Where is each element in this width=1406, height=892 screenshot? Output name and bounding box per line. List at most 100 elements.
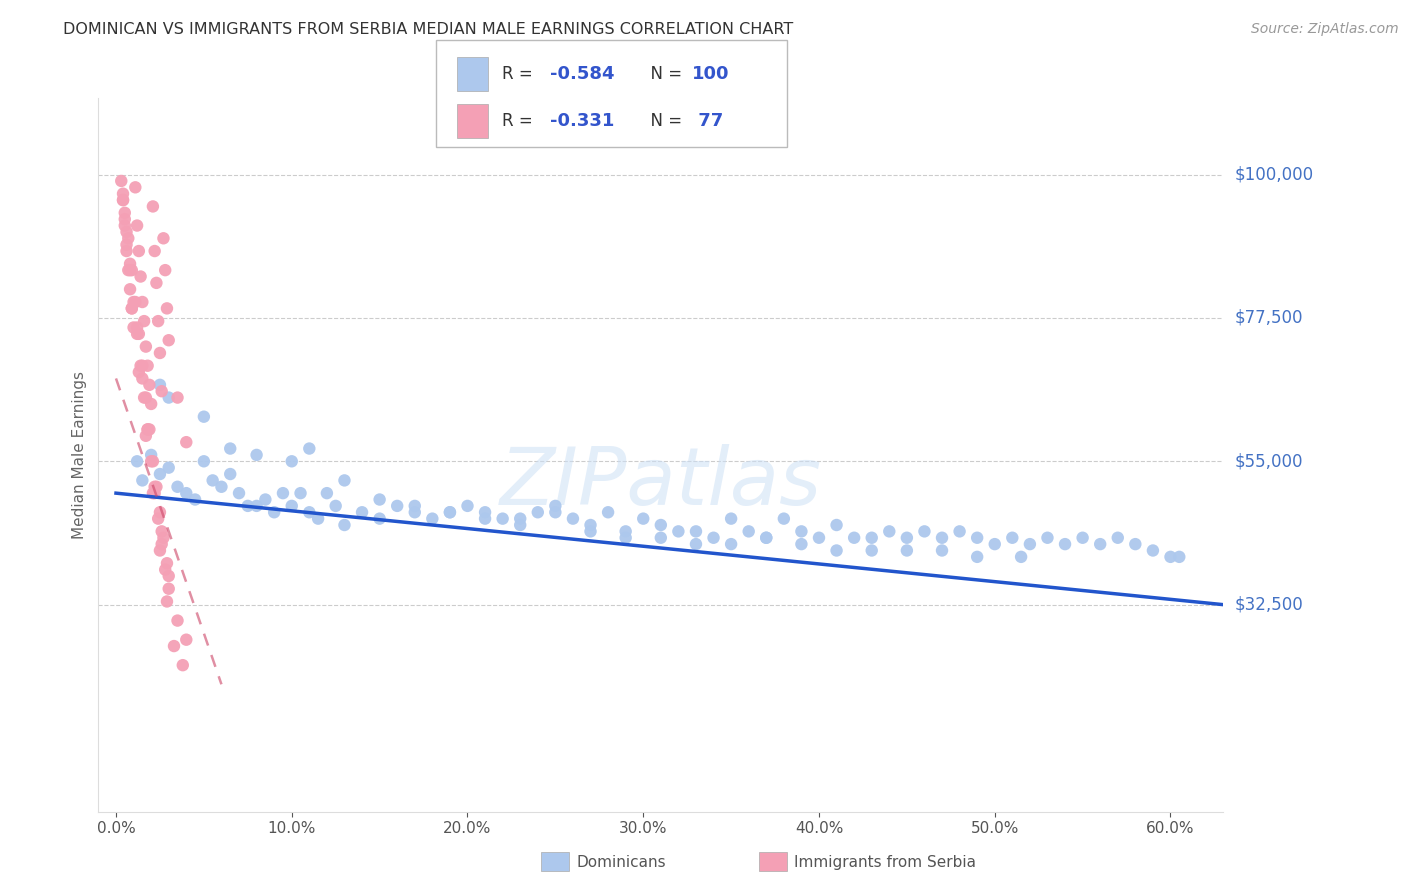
Text: 100: 100 <box>692 65 730 83</box>
Point <box>246 448 269 462</box>
Point <box>136 359 159 373</box>
Point <box>211 480 233 494</box>
Point <box>333 518 356 533</box>
Point <box>755 531 778 545</box>
Point <box>949 524 972 539</box>
Point <box>145 276 167 290</box>
Point <box>738 524 761 539</box>
Point <box>136 422 159 436</box>
Point <box>129 269 152 284</box>
Point <box>614 524 637 539</box>
Point <box>115 244 138 258</box>
Point <box>544 499 567 513</box>
Point <box>896 543 918 558</box>
Point <box>685 537 707 551</box>
Point <box>1036 531 1059 545</box>
Point <box>368 511 391 525</box>
Point <box>966 531 988 545</box>
Point <box>236 499 259 513</box>
Point <box>1010 549 1032 564</box>
Point <box>128 365 150 379</box>
Point <box>166 614 188 628</box>
Point <box>114 206 136 220</box>
Point <box>135 391 157 405</box>
Point <box>150 384 173 399</box>
Point <box>193 454 215 468</box>
Point <box>156 301 179 316</box>
Point <box>307 511 329 525</box>
Point <box>149 467 172 481</box>
Point <box>148 511 170 525</box>
Point <box>150 537 173 551</box>
Point <box>703 531 725 545</box>
Point <box>135 340 157 354</box>
Point <box>152 531 174 545</box>
Point <box>290 486 312 500</box>
Point <box>984 537 1007 551</box>
Point <box>633 511 655 525</box>
Text: $100,000: $100,000 <box>1234 166 1313 184</box>
Point <box>246 499 269 513</box>
Point <box>120 263 141 277</box>
Point <box>1142 543 1164 558</box>
Point <box>896 531 918 545</box>
Point <box>219 467 242 481</box>
Point <box>720 511 742 525</box>
Point <box>219 442 242 456</box>
Point <box>149 377 172 392</box>
Point <box>156 594 179 608</box>
Point <box>136 422 159 436</box>
Point <box>114 219 136 233</box>
Point <box>201 474 224 488</box>
Point <box>174 486 197 500</box>
Text: ZIPatlas: ZIPatlas <box>499 444 823 523</box>
Point <box>281 499 304 513</box>
Point <box>127 326 149 341</box>
Text: 77: 77 <box>692 112 723 130</box>
Point <box>422 511 444 525</box>
Point <box>142 486 165 500</box>
Point <box>124 180 146 194</box>
Point <box>112 186 135 201</box>
Point <box>121 301 143 316</box>
Point <box>129 359 152 373</box>
Point <box>157 333 180 347</box>
Point <box>152 231 174 245</box>
Point <box>127 454 149 468</box>
Point <box>149 543 172 558</box>
Point <box>163 639 186 653</box>
Point <box>579 518 602 533</box>
Point <box>127 320 149 334</box>
Text: N =: N = <box>640 112 688 130</box>
Point <box>720 537 742 551</box>
Point <box>138 422 160 436</box>
Point <box>112 193 135 207</box>
Point <box>115 237 138 252</box>
Point <box>145 480 167 494</box>
Point <box>128 326 150 341</box>
Point <box>149 346 172 360</box>
Point <box>879 524 901 539</box>
Point <box>150 524 173 539</box>
Text: Source: ZipAtlas.com: Source: ZipAtlas.com <box>1251 22 1399 37</box>
Point <box>114 212 136 227</box>
Point <box>128 244 150 258</box>
Point <box>132 391 156 405</box>
Point <box>1071 531 1094 545</box>
Point <box>166 391 188 405</box>
Point <box>316 486 339 500</box>
Text: $77,500: $77,500 <box>1234 309 1303 327</box>
Point <box>141 454 163 468</box>
Point <box>122 320 145 334</box>
Point <box>439 505 461 519</box>
Text: -0.584: -0.584 <box>550 65 614 83</box>
Point <box>298 442 321 456</box>
Point <box>614 531 637 545</box>
Point <box>404 505 426 519</box>
Point <box>135 429 157 443</box>
Text: $55,000: $55,000 <box>1234 452 1303 470</box>
Point <box>860 531 883 545</box>
Point <box>127 219 149 233</box>
Point <box>825 543 848 558</box>
Point <box>131 371 153 385</box>
